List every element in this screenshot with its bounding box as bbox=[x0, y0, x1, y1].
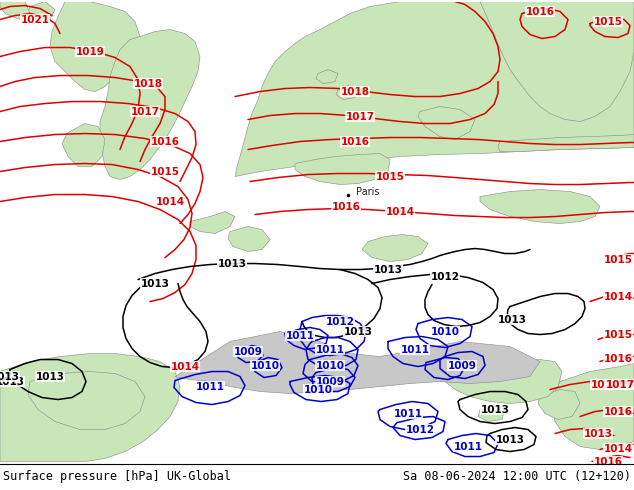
Text: 1012: 1012 bbox=[406, 424, 434, 435]
Text: 1013: 1013 bbox=[141, 278, 169, 289]
Polygon shape bbox=[362, 235, 428, 262]
Text: 1017: 1017 bbox=[346, 112, 375, 122]
Text: 1018: 1018 bbox=[134, 78, 162, 89]
Polygon shape bbox=[28, 371, 145, 430]
Text: 1013: 1013 bbox=[0, 371, 20, 382]
Text: 1013: 1013 bbox=[344, 326, 373, 337]
Text: 1013: 1013 bbox=[36, 371, 65, 382]
Polygon shape bbox=[498, 135, 634, 151]
Text: 1014: 1014 bbox=[385, 206, 415, 217]
Text: 1010: 1010 bbox=[430, 326, 460, 337]
Polygon shape bbox=[50, 1, 140, 92]
Text: 1011: 1011 bbox=[195, 382, 224, 392]
Text: 1015: 1015 bbox=[375, 172, 404, 181]
Text: 1016: 1016 bbox=[526, 6, 555, 17]
Text: 1019: 1019 bbox=[75, 47, 105, 56]
Polygon shape bbox=[478, 406, 505, 421]
Text: 1013: 1013 bbox=[583, 429, 612, 439]
Text: 1013: 1013 bbox=[481, 405, 510, 415]
Polygon shape bbox=[295, 153, 390, 185]
Text: 1016: 1016 bbox=[332, 201, 361, 212]
Text: 1011: 1011 bbox=[285, 331, 314, 341]
Polygon shape bbox=[0, 353, 180, 462]
Polygon shape bbox=[440, 360, 562, 404]
Text: 1014: 1014 bbox=[604, 443, 633, 454]
Text: 1016: 1016 bbox=[604, 353, 633, 364]
Text: 1015: 1015 bbox=[604, 254, 633, 265]
Text: Paris: Paris bbox=[356, 187, 380, 196]
Text: 1017: 1017 bbox=[131, 106, 160, 117]
Text: 1014: 1014 bbox=[155, 196, 184, 206]
Text: 1009: 1009 bbox=[316, 376, 344, 387]
Polygon shape bbox=[228, 226, 270, 251]
Text: 1014: 1014 bbox=[604, 292, 633, 301]
Text: 1011: 1011 bbox=[316, 344, 344, 355]
Text: 1014: 1014 bbox=[171, 362, 200, 371]
Text: 1013: 1013 bbox=[496, 435, 524, 444]
Text: 1015: 1015 bbox=[150, 167, 179, 176]
Text: 1011: 1011 bbox=[401, 344, 429, 355]
Text: 1012: 1012 bbox=[430, 271, 460, 282]
Polygon shape bbox=[480, 1, 634, 122]
Polygon shape bbox=[0, 1, 30, 20]
Text: 1016: 1016 bbox=[150, 137, 179, 147]
Text: 1013: 1013 bbox=[498, 315, 526, 324]
Polygon shape bbox=[480, 190, 600, 223]
Text: 1016: 1016 bbox=[593, 457, 623, 466]
Text: 1012: 1012 bbox=[325, 317, 354, 326]
Text: 1011: 1011 bbox=[394, 409, 422, 418]
Text: 1015: 1015 bbox=[593, 17, 623, 26]
Text: 1018: 1018 bbox=[340, 87, 370, 97]
Polygon shape bbox=[538, 390, 580, 419]
Text: 1017: 1017 bbox=[605, 380, 634, 390]
Polygon shape bbox=[62, 123, 105, 167]
Polygon shape bbox=[316, 70, 338, 83]
Polygon shape bbox=[552, 364, 634, 449]
Text: 1009: 1009 bbox=[233, 346, 262, 357]
Text: Surface pressure [hPa] UK-Global: Surface pressure [hPa] UK-Global bbox=[3, 470, 231, 483]
Text: 1013: 1013 bbox=[373, 265, 403, 274]
Text: Sa 08-06-2024 12:00 UTC (12+120): Sa 08-06-2024 12:00 UTC (12+120) bbox=[403, 470, 631, 483]
Text: 1016: 1016 bbox=[604, 407, 633, 416]
Text: 1016: 1016 bbox=[340, 137, 370, 147]
Polygon shape bbox=[235, 1, 634, 176]
Polygon shape bbox=[175, 332, 540, 393]
Text: 1015: 1015 bbox=[604, 329, 633, 340]
Polygon shape bbox=[418, 106, 475, 140]
Text: 1011: 1011 bbox=[453, 441, 482, 451]
Polygon shape bbox=[100, 29, 200, 179]
Text: 1010: 1010 bbox=[250, 361, 280, 370]
Polygon shape bbox=[190, 212, 235, 234]
Text: 1010: 1010 bbox=[304, 385, 332, 394]
Polygon shape bbox=[28, 1, 55, 20]
Text: 1010: 1010 bbox=[316, 361, 344, 370]
Text: 1009: 1009 bbox=[448, 361, 476, 370]
Text: 1013: 1013 bbox=[0, 376, 25, 387]
Text: 1014: 1014 bbox=[590, 380, 619, 390]
Polygon shape bbox=[336, 86, 358, 99]
Text: 1021: 1021 bbox=[20, 15, 49, 24]
Text: 1013: 1013 bbox=[217, 259, 247, 269]
